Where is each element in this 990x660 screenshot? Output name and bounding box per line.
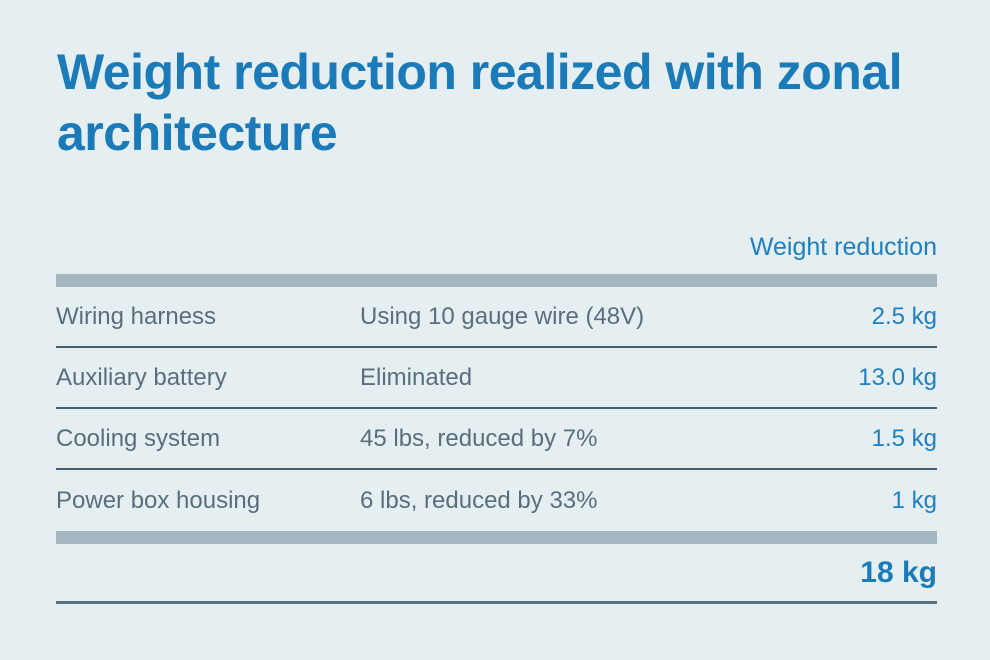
row-detail: Using 10 gauge wire (48V) — [360, 302, 645, 330]
row-item: Wiring harness — [56, 302, 217, 330]
row-item: Power box housing — [56, 486, 261, 514]
weight-reduction-table: Weight reduction Wiring harness Using 10… — [56, 232, 937, 604]
value-column-header: Weight reduction — [749, 233, 937, 261]
table-row: Wiring harness Using 10 gauge wire (48V)… — [56, 287, 937, 348]
row-value: 1.5 kg — [871, 424, 937, 452]
row-value: 2.5 kg — [871, 302, 937, 330]
table-row: Auxiliary battery Eliminated 13.0 kg — [56, 348, 937, 409]
row-item: Cooling system — [56, 424, 221, 452]
table-baseline-rule — [56, 601, 937, 604]
row-detail: Eliminated — [360, 363, 473, 391]
row-value: 1 kg — [891, 486, 937, 514]
page-title: Weight reduction realized with zonal arc… — [57, 44, 903, 161]
table-row: Cooling system 45 lbs, reduced by 7% 1.5… — [56, 409, 937, 470]
table-top-bar — [56, 274, 937, 287]
total-row: 18 kg — [56, 544, 937, 601]
total-value: 18 kg — [860, 555, 937, 589]
row-item: Auxiliary battery — [56, 363, 227, 391]
table-row: Power box housing 6 lbs, reduced by 33% … — [56, 470, 937, 531]
table-bottom-bar — [56, 531, 937, 544]
row-detail: 6 lbs, reduced by 33% — [360, 486, 598, 514]
row-detail: 45 lbs, reduced by 7% — [360, 424, 598, 452]
row-value: 13.0 kg — [858, 363, 937, 391]
